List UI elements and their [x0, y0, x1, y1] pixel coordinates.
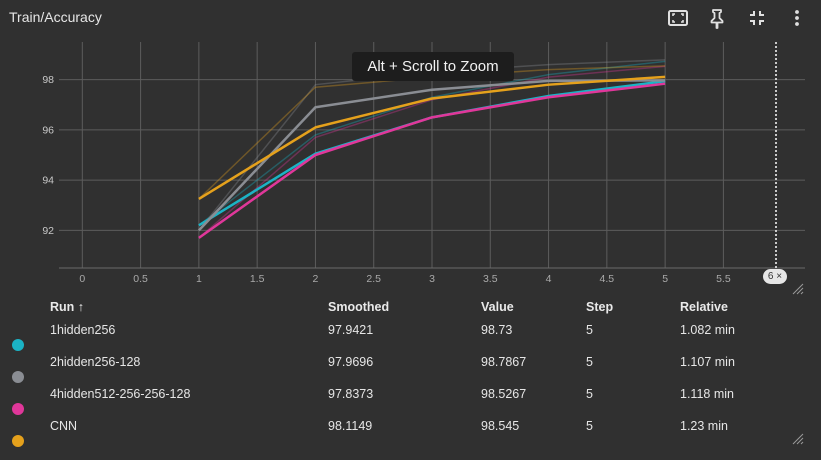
card-header: Train/Accuracy [0, 0, 821, 36]
smoothed-series-line [197, 79, 666, 232]
table-row[interactable]: 2hidden256-128 97.9696 98.7867 5 1.107 m… [0, 355, 821, 387]
x-tick-label: 1.5 [250, 273, 265, 285]
table-row[interactable]: 4hidden512-256-256-128 97.8373 98.5267 5… [0, 387, 821, 419]
relative-time: 1.107 min [680, 355, 735, 369]
pin-icon [710, 9, 724, 29]
chart-resize-icon[interactable] [790, 281, 804, 295]
step-value: 5 [586, 387, 593, 401]
raw-value: 98.7867 [481, 355, 527, 369]
step-value: 5 [586, 355, 593, 369]
x-tick-label: 2.5 [366, 273, 381, 285]
run-name: CNN [50, 419, 78, 433]
column-header-relative: Relative [680, 300, 728, 314]
relative-time: 1.118 min [680, 387, 734, 401]
y-tick-label: 94 [42, 175, 54, 187]
chart-title: Train/Accuracy [9, 9, 102, 25]
table-resize-icon[interactable] [790, 431, 804, 445]
x-tick-label: 3 [429, 273, 435, 285]
run-color-dot [12, 403, 24, 415]
smoothed-series-line [198, 75, 666, 201]
smoothed-value: 97.9696 [328, 355, 374, 369]
smoothed-value: 97.9421 [328, 323, 374, 337]
column-header-smoothed: Smoothed [328, 300, 390, 314]
line-chart[interactable]: 0 0.5 1 1.5 2 2.5 3 3.5 4 4.5 5 5.5 92 94 96 98 [0, 36, 821, 290]
step-value: 5 [586, 419, 593, 433]
chart-area[interactable]: 0 0.5 1 1.5 2 2.5 3 3.5 4 4.5 5 5.5 92 94 96 98 Alt + S… [0, 36, 821, 295]
pin-button[interactable] [705, 6, 729, 30]
smoothed-value: 98.1149 [328, 419, 373, 433]
more-vert-icon [795, 10, 799, 26]
fit-domain-button[interactable] [666, 6, 690, 30]
step-marker-badge[interactable]: 6 × [763, 269, 787, 284]
more-options-button[interactable] [785, 6, 809, 30]
x-tick-label: 5.5 [716, 273, 731, 285]
column-header-run[interactable]: Run ↑ [50, 300, 85, 314]
column-header-step: Step [586, 300, 614, 314]
run-color-dot [12, 339, 24, 351]
fit-to-data-icon [668, 10, 688, 26]
x-tick-label: 0.5 [133, 273, 148, 285]
y-tick-label: 92 [42, 225, 54, 237]
table-row[interactable]: 1hidden256 97.9421 98.73 5 1.082 min [0, 323, 821, 355]
x-tick-label: 0 [79, 273, 85, 285]
run-name: 4hidden512-256-256-128 [50, 387, 191, 401]
run-color-dot [12, 435, 24, 447]
table-row[interactable]: CNN 98.1149 98.545 5 1.23 min [0, 419, 821, 451]
zoom-hint-tooltip: Alt + Scroll to Zoom [352, 52, 514, 81]
y-tick-label: 96 [42, 124, 54, 136]
relative-time: 1.082 min [680, 323, 735, 337]
run-color-dot [12, 371, 24, 383]
raw-value: 98.545 [481, 419, 520, 433]
column-header-value: Value [481, 300, 514, 314]
x-tick-label: 2 [313, 273, 319, 285]
smoothed-value: 97.8373 [328, 387, 374, 401]
y-tick-label: 98 [42, 74, 54, 86]
step-value: 5 [586, 323, 593, 337]
collapse-button[interactable] [745, 6, 769, 30]
fullscreen-exit-icon [750, 11, 764, 25]
relative-time: 1.23 min [680, 419, 728, 433]
x-tick-label: 4.5 [600, 273, 615, 285]
x-tick-label: 1 [196, 273, 202, 285]
raw-value: 98.73 [481, 323, 513, 337]
x-tick-label: 4 [546, 273, 552, 285]
raw-value: 98.5267 [481, 387, 527, 401]
smoothed-series-line [198, 82, 666, 239]
x-tick-label: 3.5 [483, 273, 498, 285]
run-table: Run ↑ Smoothed Value Step Relative 1hidd… [0, 293, 821, 460]
run-name: 1hidden256 [50, 323, 116, 337]
run-name: 2hidden256-128 [50, 355, 141, 369]
x-tick-label: 5 [662, 273, 668, 285]
